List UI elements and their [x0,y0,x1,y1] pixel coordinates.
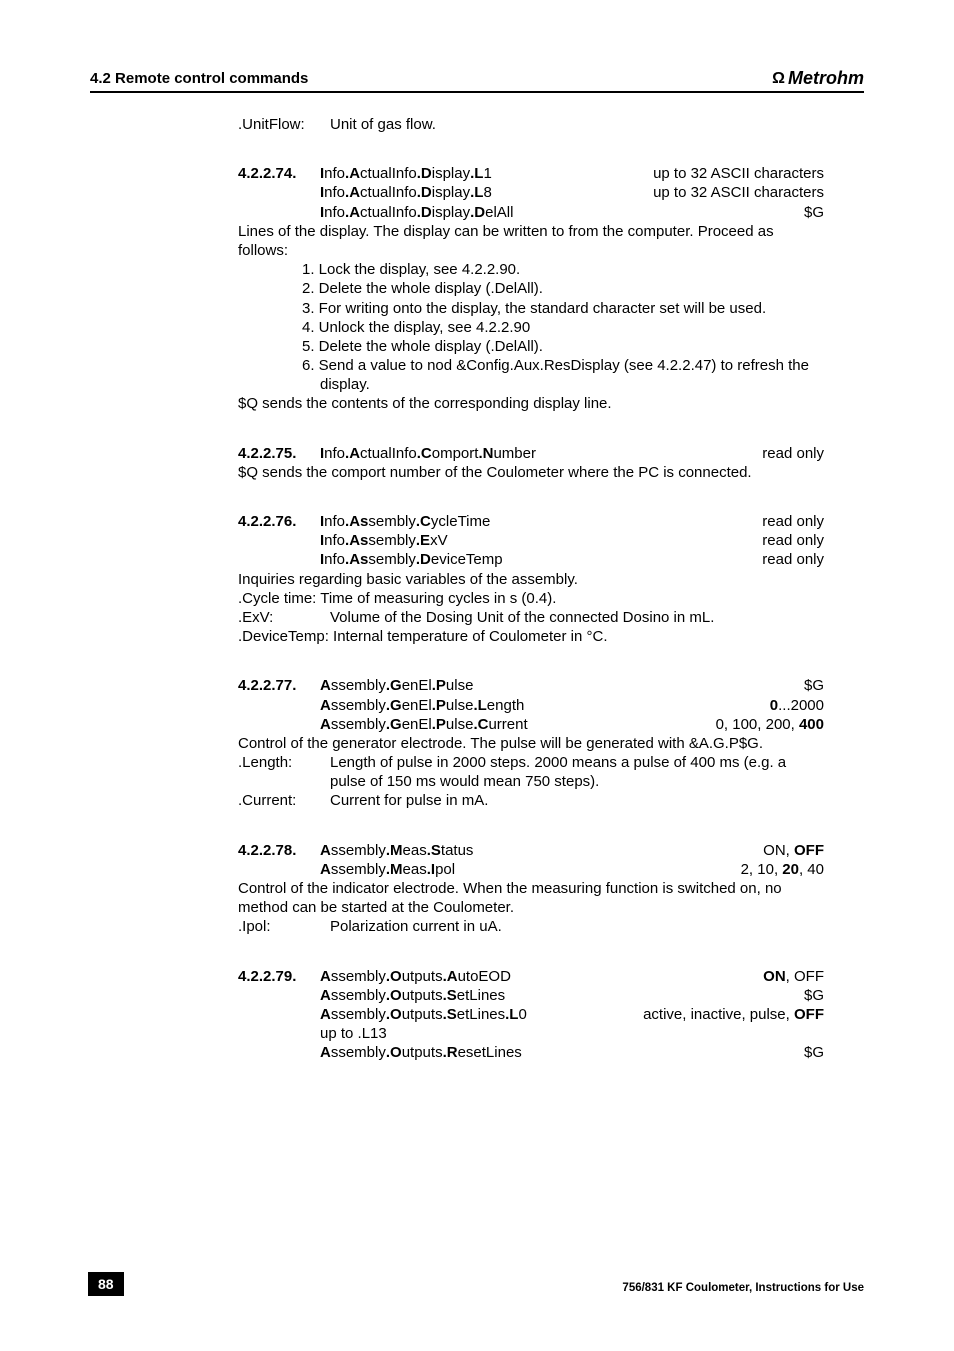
def-label: .Length: [238,753,330,791]
cmd-value: read only [762,550,824,569]
body-text: Lines of the display. The display can be… [238,222,824,260]
body-text: .DeviceTemp: Internal temperature of Cou… [238,627,824,646]
def-text: Current for pulse in mA. [330,791,488,810]
body-text: Control of the generator electrode. The … [238,734,824,753]
sec-num: 4.2.2.75. [238,444,320,463]
list-item: 5. Delete the whole display (.DelAll). [238,337,824,356]
list-item: 3. For writing onto the display, the sta… [238,299,824,318]
body-text: Control of the indicator electrode. When… [238,879,824,917]
page-header: 4.2 Remote control commands ΩMetrohm [90,68,864,93]
unitflow-text: Unit of gas flow. [330,115,436,134]
footer-doc-title: 756/831 KF Coulometer, Instructions for … [622,1282,864,1294]
header-section-title: 4.2 Remote control commands [90,70,308,87]
brand-logo: ΩMetrohm [772,68,864,89]
def-label: .Current: [238,791,330,810]
def-text: Volume of the Dosing Unit of the connect… [330,608,714,627]
cmd-value: read only [762,531,824,550]
list-item: 4. Unlock the display, see 4.2.2.90 [238,318,824,337]
def-label: .Ipol: [238,917,330,936]
list-item: 1. Lock the display, see 4.2.2.90. [238,260,824,279]
sec-num: 4.2.2.77. [238,676,320,695]
def-label: .ExV: [238,608,330,627]
body-text: $Q sends the contents of the correspondi… [238,394,824,413]
def-text: Length of pulse in 2000 steps. 2000 mean… [330,753,824,791]
cmd-value: up to 32 ASCII characters [653,164,824,183]
page-number: 88 [88,1272,124,1296]
brand-name: Metrohm [788,68,864,89]
page-content: .UnitFlow: Unit of gas flow. 4.2.2.74.In… [238,115,824,1093]
cmd-value: $G [804,203,824,222]
section-78: 4.2.2.78.Assembly.Meas.Status ON, OFF As… [238,841,824,937]
section-77: 4.2.2.77.Assembly.GenEl.Pulse $G Assembl… [238,676,824,810]
sec-num: 4.2.2.74. [238,164,320,183]
body-text: $Q sends the comport number of the Coulo… [238,463,824,482]
unitflow-def: .UnitFlow: Unit of gas flow. [238,115,824,134]
unitflow-label: .UnitFlow: [238,115,330,134]
section-79: 4.2.2.79.Assembly.Outputs.AutoEOD ON, OF… [238,967,824,1063]
body-text: up to .L13 [238,1024,824,1043]
body-text: .Cycle time: Time of measuring cycles in… [238,589,824,608]
def-text: Polarization current in uA. [330,917,502,936]
cmd-value: up to 32 ASCII characters [653,183,824,202]
list-item: 6. Send a value to nod &Config.Aux.ResDi… [238,356,824,394]
sec-num: 4.2.2.76. [238,512,320,531]
omega-icon: Ω [772,70,785,88]
section-76: 4.2.2.76.Info.Assembly.CycleTime read on… [238,512,824,646]
cmd-value: $G [804,1043,824,1062]
list-item: 2. Delete the whole display (.DelAll). [238,279,824,298]
sec-num: 4.2.2.78. [238,841,320,860]
sec-num: 4.2.2.79. [238,967,320,986]
section-75: 4.2.2.75.Info.ActualInfo.Comport.Number … [238,444,824,482]
cmd-value: read only [762,444,824,463]
body-text: Inquiries regarding basic variables of t… [238,570,824,589]
cmd-value: $G [804,986,824,1005]
section-74: 4.2.2.74.Info.ActualInfo.Display.L1 up t… [238,164,824,413]
cmd-value: $G [804,676,824,695]
cmd-value: read only [762,512,824,531]
